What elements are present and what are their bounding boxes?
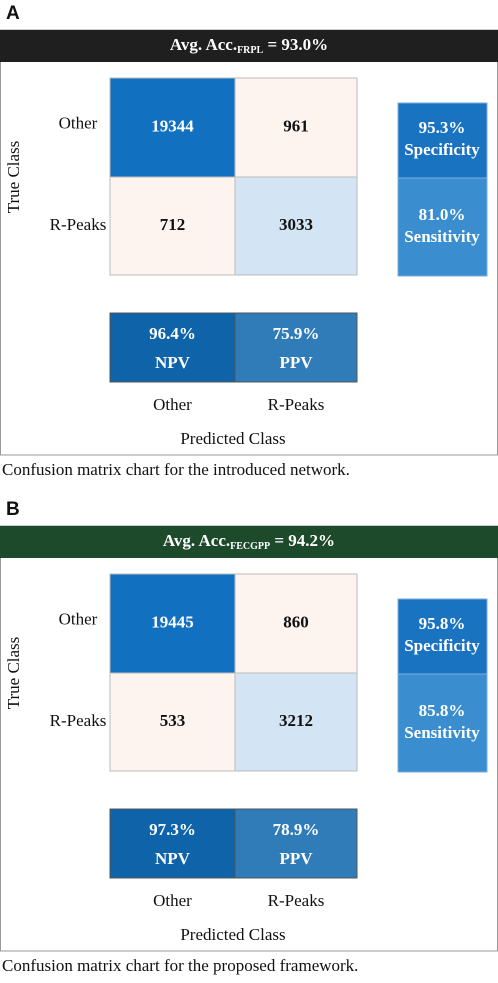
panel-label: B — [6, 499, 20, 520]
caption: Confusion matrix chart for the proposed … — [2, 956, 358, 975]
matrix-cell — [234, 77, 358, 178]
col-label: R-Peaks — [268, 395, 325, 414]
title-sub: FECGPP — [230, 541, 270, 552]
cell-count: 19445 — [151, 612, 194, 631]
row-metric-value: 81.0% — [419, 205, 466, 224]
matrix-cell — [109, 573, 236, 674]
col-metric-value: 97.3% — [149, 820, 196, 839]
matrix-cell — [234, 573, 358, 674]
col-metric-value: 96.4% — [149, 324, 196, 343]
row-label: Other — [59, 609, 98, 628]
cell-count: 860 — [283, 612, 309, 631]
cell-count: 3212 — [279, 711, 313, 730]
title-sub: FRPL — [237, 45, 263, 56]
y-axis-label: True Class — [4, 141, 23, 214]
matrix-cell — [234, 176, 358, 276]
header-bar — [0, 526, 498, 558]
title-main: Avg. Acc. — [163, 531, 230, 550]
row-metric — [397, 177, 488, 277]
matrix-cell — [234, 672, 358, 772]
row-label: Other — [59, 113, 98, 132]
col-metric-name: PPV — [279, 849, 313, 868]
row-metric — [397, 102, 488, 179]
panel-label: A — [6, 3, 20, 24]
header-bar — [0, 30, 498, 62]
cell-count: 533 — [160, 711, 186, 730]
row-metric — [397, 673, 488, 773]
row-metric-value: 85.8% — [419, 701, 466, 720]
header-title: Avg. Acc.FRPL = 93.0% — [170, 35, 328, 56]
row-metric-name: Specificity — [404, 140, 480, 159]
row-metric-name: Sensitivity — [404, 723, 480, 742]
row-metric-name: Specificity — [404, 636, 480, 655]
row-metric-value: 95.8% — [419, 614, 466, 633]
x-axis-label: Predicted Class — [180, 925, 285, 944]
col-label: Other — [153, 891, 192, 910]
cell-count: 712 — [160, 215, 186, 234]
matrix-cell — [109, 176, 236, 276]
caption: Confusion matrix chart for the introduce… — [2, 460, 350, 479]
col-metric-name: PPV — [279, 353, 313, 372]
cell-count: 961 — [283, 116, 309, 135]
col-metric-value: 75.9% — [273, 324, 320, 343]
col-metric — [234, 808, 358, 879]
row-label: R-Peaks — [50, 215, 107, 234]
row-metric — [397, 598, 488, 675]
col-metric — [109, 312, 236, 383]
row-label: R-Peaks — [50, 711, 107, 730]
col-metric-name: NPV — [155, 353, 191, 372]
header-title: Avg. Acc.FECGPP = 94.2% — [163, 531, 335, 552]
row-metric-name: Sensitivity — [404, 227, 480, 246]
matrix-cell — [109, 672, 236, 772]
col-metric — [109, 808, 236, 879]
title-value: = 94.2% — [270, 531, 335, 550]
y-axis-label: True Class — [4, 637, 23, 710]
cell-count: 19344 — [151, 116, 194, 135]
row-metric-value: 95.3% — [419, 118, 466, 137]
col-label: Other — [153, 395, 192, 414]
col-metric — [234, 312, 358, 383]
col-metric-value: 78.9% — [273, 820, 320, 839]
cell-count: 3033 — [279, 215, 313, 234]
x-axis-label: Predicted Class — [180, 429, 285, 448]
col-metric-name: NPV — [155, 849, 191, 868]
matrix-cell — [109, 77, 236, 178]
col-label: R-Peaks — [268, 891, 325, 910]
title-main: Avg. Acc. — [170, 35, 237, 54]
title-value: = 93.0% — [263, 35, 328, 54]
